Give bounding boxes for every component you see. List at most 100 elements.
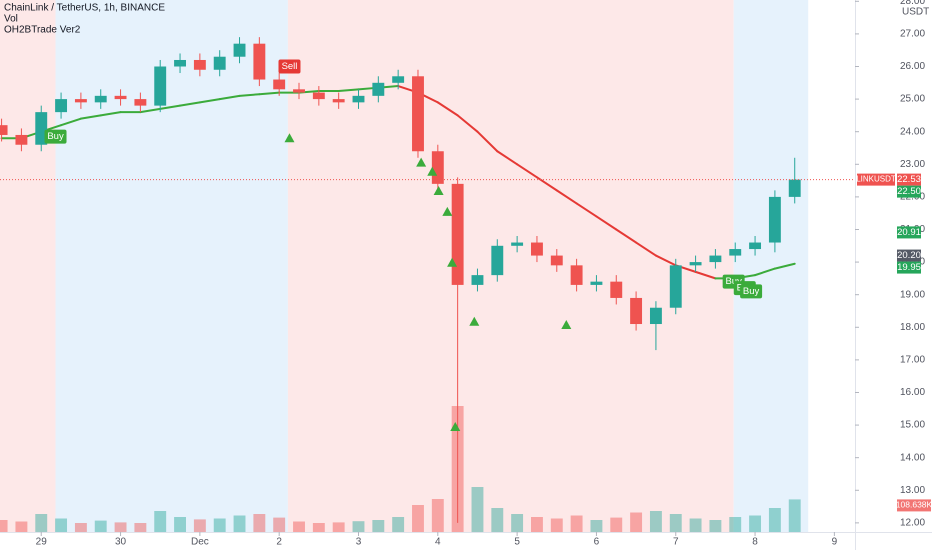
annotation-box	[44, 129, 67, 144]
x-tick-label: 29	[36, 537, 48, 548]
volume-bar	[253, 514, 266, 532]
trend-zone	[287, 0, 734, 532]
y-tick-label: 17.00	[900, 355, 925, 366]
trend-line-segment	[575, 202, 598, 218]
trend-line-segment	[258, 91, 281, 96]
trend-line-segment	[635, 241, 657, 257]
candle-body	[94, 95, 107, 103]
x-tick-label: 2	[276, 537, 282, 548]
candle-body	[193, 59, 206, 70]
x-tick-label: 7	[673, 537, 679, 548]
x-tick-label: 8	[752, 537, 758, 548]
signal-triangle	[427, 166, 438, 176]
volume-bar	[273, 517, 286, 532]
candle-body	[471, 275, 484, 285]
candle-body	[134, 99, 147, 106]
trend-line-segment	[555, 189, 578, 205]
volume-bar	[134, 523, 147, 532]
annotation-label: Buy	[725, 276, 742, 287]
volume-bar	[531, 517, 543, 532]
volume-bar	[709, 520, 722, 532]
volume-bar	[154, 511, 167, 532]
candle-body	[213, 56, 226, 70]
trend-line-segment	[159, 104, 182, 110]
candle-body	[491, 245, 504, 276]
trend-line-segment	[238, 93, 261, 97]
candle-body	[590, 281, 603, 285]
candle-body	[392, 76, 405, 83]
volume-bar	[193, 519, 206, 532]
trend-line-segment	[694, 270, 717, 280]
volume-bar	[431, 499, 444, 532]
candle-body	[253, 43, 266, 80]
price-tag	[897, 185, 921, 198]
candle-body	[233, 43, 246, 57]
x-tick-label: 6	[594, 537, 600, 548]
trend-line-segment	[337, 88, 360, 92]
volume-bar	[491, 508, 504, 532]
y-tick-label: 18.00	[900, 322, 925, 333]
annotation-box	[740, 284, 763, 299]
symbol-tag	[857, 173, 895, 186]
trend-zone	[0, 0, 56, 532]
price-tag-label: 22.50	[897, 186, 921, 197]
volume-bar	[630, 512, 643, 532]
candle-body	[293, 89, 305, 93]
trend-line-segment	[179, 101, 201, 107]
candle-body	[55, 99, 68, 113]
x-tick-label: Dec	[191, 537, 209, 548]
volume-bar	[768, 508, 781, 532]
candle-body	[768, 196, 781, 243]
signal-triangle	[433, 186, 444, 196]
volume-bar	[0, 520, 8, 532]
trend-line-segment	[516, 163, 538, 179]
volume-bar	[94, 520, 107, 532]
symbol-tag-label: LINKUSDT	[856, 175, 896, 184]
candle-body	[74, 99, 87, 103]
signal-triangle	[447, 257, 458, 267]
trend-line-segment	[99, 111, 122, 117]
y-tick-label: 12.00	[900, 518, 925, 529]
candle-body	[630, 297, 643, 325]
price-tag-label: 20.91	[897, 227, 921, 238]
trend-line-segment	[615, 228, 638, 244]
trend-line-segment	[754, 267, 776, 277]
candle-body	[610, 281, 623, 298]
candle-body	[412, 76, 424, 152]
candle-body	[35, 112, 48, 145]
candle-body	[0, 125, 8, 135]
y-tick-label: 27.00	[900, 29, 925, 40]
candle-body	[154, 66, 167, 106]
volume-bar	[412, 505, 424, 532]
candle-body	[709, 255, 722, 263]
trend-line-segment	[654, 254, 677, 267]
x-tick-label: 5	[514, 537, 520, 548]
y-tick-label: 14.00	[900, 452, 925, 463]
candle-body	[431, 151, 444, 184]
x-tick-label: 30	[115, 537, 127, 548]
candle-body	[689, 262, 702, 266]
volume-bar	[213, 518, 226, 532]
volume-bar	[312, 523, 325, 532]
volume-bar	[749, 515, 762, 532]
candle-body	[174, 59, 186, 67]
price-tag	[897, 261, 921, 274]
candle-body	[729, 249, 742, 256]
volume-bar	[114, 522, 127, 532]
candle-body	[332, 99, 345, 103]
volume-tag-label: 108.638K	[896, 500, 932, 510]
y-tick-label: 15.00	[900, 420, 925, 431]
x-tick-label: 4	[435, 537, 441, 548]
trend-zone	[55, 0, 288, 532]
y-tick-label: 26.00	[900, 61, 925, 72]
volume-bar	[332, 522, 345, 532]
candle-body	[273, 79, 286, 90]
trend-line-segment	[139, 107, 162, 114]
price-tag	[897, 249, 921, 262]
trend-line-segment	[60, 117, 82, 127]
trend-zone	[733, 0, 809, 532]
candle-body	[451, 183, 464, 285]
x-tick-label: 3	[356, 537, 362, 548]
price-tag	[897, 173, 921, 186]
y-tick-label: 24.00	[900, 126, 925, 137]
